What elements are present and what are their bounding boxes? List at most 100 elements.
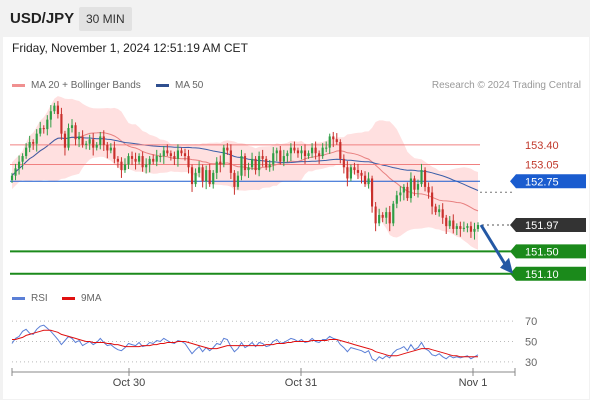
candle-body xyxy=(325,147,328,149)
forecast-arrow-head xyxy=(500,257,513,274)
candle-body xyxy=(35,133,38,144)
candle-body xyxy=(39,128,42,134)
candle-body xyxy=(190,167,194,185)
candle-body xyxy=(363,175,367,185)
ma20-legend-label: MA 20 + Bollinger Bands xyxy=(31,80,141,91)
candle-body xyxy=(113,147,116,159)
candle-body xyxy=(127,156,130,165)
rsi-line xyxy=(11,324,479,362)
candle-body xyxy=(46,119,49,130)
candle-body xyxy=(109,147,112,151)
candle-body xyxy=(300,150,303,154)
candle-body xyxy=(17,161,21,169)
candle-body xyxy=(349,167,352,179)
candle-body xyxy=(123,164,127,171)
level-tag-pivot xyxy=(510,174,586,189)
x-axis-tick-label: Nov 1 xyxy=(459,377,488,389)
candle-body xyxy=(236,175,240,187)
candle-body xyxy=(321,147,324,157)
candle-body xyxy=(466,226,469,228)
candle-body xyxy=(70,125,74,129)
candle-body xyxy=(413,178,416,190)
candle-body xyxy=(162,150,165,157)
candle-body xyxy=(166,150,169,154)
candle-body xyxy=(208,170,211,185)
candle-body xyxy=(360,172,363,176)
candle-body xyxy=(388,212,391,224)
candle-body xyxy=(268,164,271,168)
candle-body xyxy=(176,150,180,159)
candle-body xyxy=(282,156,285,162)
candle-body xyxy=(194,172,197,185)
candle-body xyxy=(74,125,77,140)
timeframe-button[interactable]: 30 MIN xyxy=(79,7,132,31)
level-label-support: 151.50 xyxy=(525,246,559,258)
candle-body xyxy=(374,206,377,224)
research-credit: Research © 2024 Trading Central xyxy=(431,80,581,91)
candle-body xyxy=(392,203,395,224)
candle-body xyxy=(332,136,335,140)
candle-body xyxy=(381,214,384,218)
candle-body xyxy=(272,153,275,165)
chart-header: USD/JPY 30 MIN xyxy=(0,0,590,37)
ma50-legend-label: MA 50 xyxy=(175,80,204,91)
candle-body xyxy=(427,186,430,193)
candle-body xyxy=(85,143,88,145)
level-label-pivot: 152.75 xyxy=(525,176,559,188)
candle-body xyxy=(130,156,134,159)
candle-body xyxy=(462,227,465,229)
candle-body xyxy=(296,150,300,154)
candle-body xyxy=(201,167,204,182)
level-label-resistance: 153.05 xyxy=(525,159,559,171)
candle-body xyxy=(314,147,317,154)
candle-body xyxy=(10,175,14,181)
candle-body xyxy=(353,167,356,171)
rsi-9ma-line xyxy=(12,329,478,358)
candle-body xyxy=(148,158,151,165)
candle-body xyxy=(14,168,17,176)
level-tag-support xyxy=(510,244,586,259)
candle-body xyxy=(187,156,190,168)
9ma-legend-label: 9MA xyxy=(81,293,102,304)
x-axis-tick-label: Oct 31 xyxy=(285,377,317,389)
candle-body xyxy=(56,105,59,115)
forecast-arrow-shaft xyxy=(479,224,508,267)
symbol-title: USD/JPY xyxy=(10,10,75,27)
candle-body xyxy=(254,158,257,171)
candle-body xyxy=(416,184,420,190)
candle-body xyxy=(81,136,84,145)
candle-body xyxy=(67,128,70,148)
candle-body xyxy=(289,147,292,154)
candle-body xyxy=(42,128,45,130)
level-label-last: 151.97 xyxy=(525,220,559,232)
candle-body xyxy=(279,150,282,162)
candle-body xyxy=(173,156,176,159)
level-tag-support xyxy=(510,266,586,281)
candle-body xyxy=(212,172,215,185)
legend-ma20: MA 20 + Bollinger Bands xyxy=(12,80,141,91)
chart-datetime: Friday, November 1, 2024 12:51:19 AM CET xyxy=(12,41,248,55)
candle-body xyxy=(339,142,342,159)
candle-body xyxy=(409,178,413,199)
candle-body xyxy=(21,156,24,162)
candle-body xyxy=(420,170,423,185)
candle-body xyxy=(378,214,381,224)
candle-body xyxy=(240,156,243,176)
legend-ma50: MA 50 xyxy=(156,80,203,91)
candle-body xyxy=(303,150,307,157)
candle-body xyxy=(159,156,162,158)
candle-body xyxy=(229,150,232,173)
candle-body xyxy=(318,153,321,157)
candle-body xyxy=(423,170,427,187)
rsi-swatch xyxy=(12,297,25,300)
candle-body xyxy=(134,158,137,162)
candle-body xyxy=(431,192,434,207)
rsi-tick-label: 70 xyxy=(525,316,537,328)
ma20-swatch xyxy=(12,84,25,87)
candle-body xyxy=(60,114,63,134)
candle-body xyxy=(53,105,56,112)
rsi-tick-label: 50 xyxy=(525,337,537,349)
candle-body xyxy=(310,147,314,154)
candle-body xyxy=(88,139,91,144)
